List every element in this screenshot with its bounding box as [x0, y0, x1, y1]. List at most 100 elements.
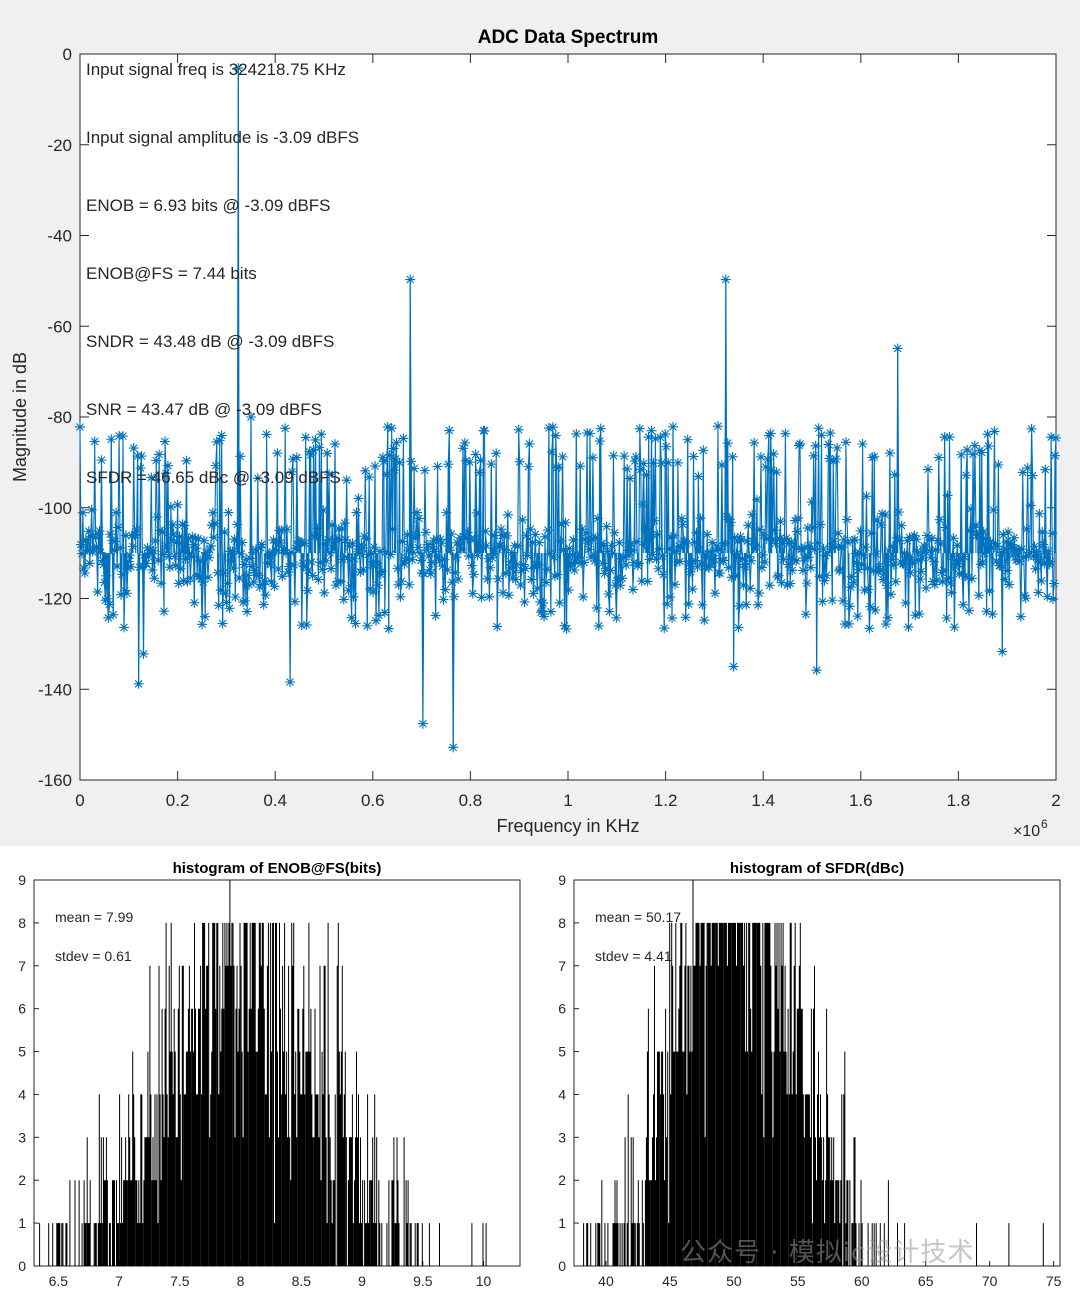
spectrum-point-marker	[433, 552, 444, 563]
spectrum-point-marker	[221, 597, 232, 608]
spectrum-point-marker	[864, 623, 875, 634]
spectrum-point-marker	[474, 467, 485, 478]
spectrum-point-marker	[577, 524, 588, 535]
spectrum-point-marker	[754, 524, 765, 535]
spectrum-point-marker	[1019, 590, 1030, 601]
spectrum-point-marker	[556, 518, 567, 529]
spectrum-point-marker	[476, 592, 487, 603]
spectrum-point-marker	[768, 448, 779, 459]
spectrum-point-marker	[124, 550, 135, 561]
spectrum-point-marker	[907, 558, 918, 569]
hist-xtick-label: 55	[790, 1273, 806, 1289]
spectrum-point-marker	[243, 570, 254, 581]
spectrum-point-marker	[944, 432, 955, 443]
spectrum-point-marker	[746, 555, 757, 566]
spectrum-point-marker	[764, 580, 775, 591]
spectrum-point-marker	[587, 452, 598, 463]
hist-ytick-label: 0	[18, 1258, 26, 1274]
spectrum-point-marker	[712, 421, 723, 432]
spectrum-point-marker	[853, 564, 864, 575]
spectrum-point-marker	[437, 561, 448, 572]
spectrum-point-marker	[148, 545, 159, 556]
spectrum-point-marker	[244, 579, 255, 590]
spectrum-point-marker	[80, 535, 91, 546]
spectrum-point-marker	[173, 578, 184, 589]
spectrum-point-marker	[563, 585, 574, 596]
spectrum-point-marker	[301, 619, 312, 630]
hist-xtick-label: 8.5	[292, 1273, 312, 1289]
spectrum-point-marker	[983, 441, 994, 452]
spectrum-point-marker	[816, 430, 827, 441]
hist-ytick-label: 2	[558, 1172, 566, 1188]
spectrum-point-marker	[89, 436, 100, 447]
spectrum-point-marker	[882, 612, 893, 623]
spectrum-point-marker	[597, 558, 608, 569]
spectrum-point-marker	[401, 553, 412, 564]
spectrum-point-marker	[966, 573, 977, 584]
spectrum-point-marker	[872, 515, 883, 526]
spectrum-point-marker	[664, 543, 675, 554]
spectrum-point-marker	[76, 548, 87, 559]
spectrum-point-marker	[1048, 594, 1059, 605]
spectrum-point-marker	[460, 455, 471, 466]
spectrum-point-marker	[977, 557, 988, 568]
spectrum-point-marker	[667, 613, 678, 624]
spectrum-point-marker	[147, 565, 158, 576]
spectrum-point-marker	[910, 610, 921, 621]
spectrum-point-marker	[387, 524, 398, 535]
spectrum-point-marker	[171, 537, 182, 548]
spectrum-point-marker	[656, 458, 667, 469]
spectrum-point-marker	[565, 561, 576, 572]
spectrum-point-marker	[462, 527, 473, 538]
spectrum-point-marker	[720, 274, 731, 285]
spectrum-point-marker	[981, 606, 992, 617]
spectrum-point-marker	[117, 431, 128, 442]
spectrum-point-marker	[619, 451, 630, 462]
spectrum-point-marker	[526, 574, 537, 585]
spectrum-point-marker	[336, 523, 347, 534]
hist-ytick-label: 3	[558, 1129, 566, 1145]
spectrum-point-marker	[552, 569, 563, 580]
spectrum-point-marker	[625, 473, 636, 484]
spectrum-point-marker	[590, 532, 601, 543]
spectrum-point-marker	[649, 515, 660, 526]
spectrum-point-marker	[863, 584, 874, 595]
spectrum-point-marker	[367, 559, 378, 570]
spectrum-point-marker	[698, 445, 709, 456]
spectrum-point-marker	[866, 528, 877, 539]
spectrum-xtick-label: 0.4	[263, 791, 287, 810]
spectrum-point-marker	[928, 556, 939, 567]
spectrum-point-marker	[877, 508, 888, 519]
spectrum-point-marker	[415, 555, 426, 566]
spectrum-point-marker	[482, 573, 493, 584]
spectrum-point-marker	[220, 588, 231, 599]
spectrum-point-marker	[402, 529, 413, 540]
spectrum-point-marker	[726, 572, 737, 583]
spectrum-point-marker	[734, 600, 745, 611]
spectrum-point-marker	[1047, 528, 1058, 539]
spectrum-point-marker	[949, 622, 960, 633]
spectrum-xtick-label: 1.4	[751, 791, 775, 810]
spectrum-point-marker	[334, 534, 345, 545]
spectrum-point-marker	[685, 566, 696, 577]
spectrum-point-marker	[920, 542, 931, 553]
spectrum-point-marker	[210, 460, 221, 471]
spectrum-point-marker	[544, 548, 555, 559]
spectrum-point-marker	[748, 536, 759, 547]
spectrum-point-marker	[589, 555, 600, 566]
spectrum-point-marker	[638, 458, 649, 469]
spectrum-point-marker	[984, 585, 995, 596]
spectrum-point-marker	[911, 534, 922, 545]
spectrum-point-marker	[181, 455, 192, 466]
hist-xtick-label: 9	[358, 1273, 366, 1289]
spectrum-point-marker	[373, 610, 384, 621]
spectrum-point-marker	[347, 538, 358, 549]
spectrum-point-marker	[374, 546, 385, 557]
spectrum-point-marker	[141, 558, 152, 569]
spectrum-point-marker	[98, 559, 109, 570]
spectrum-point-marker	[894, 535, 905, 546]
spectrum-point-marker	[896, 520, 907, 531]
spectrum-point-marker	[436, 538, 447, 549]
spectrum-point-marker	[612, 575, 623, 586]
spectrum-xtick-label: 1.2	[654, 791, 678, 810]
